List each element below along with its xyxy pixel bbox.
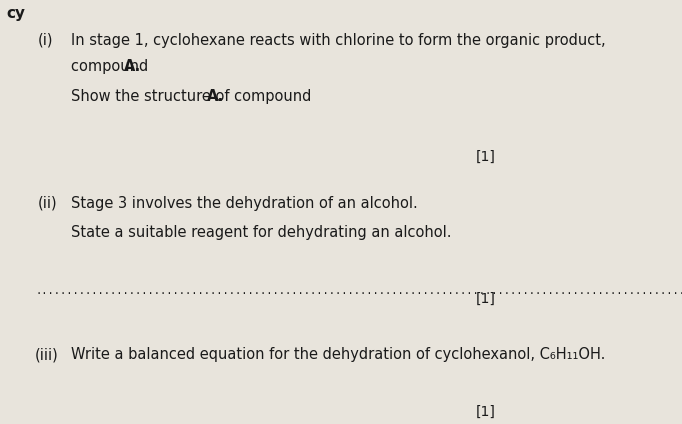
Text: (iii): (iii) (35, 347, 59, 363)
Text: Write a balanced equation for the dehydration of cyclohexanol, C₆H₁₁OH.: Write a balanced equation for the dehydr… (71, 347, 606, 363)
Text: In stage 1, cyclohexane reacts with chlorine to form the organic product,: In stage 1, cyclohexane reacts with chlo… (71, 33, 606, 48)
Text: A.: A. (124, 59, 141, 75)
Text: ................................................................................: ........................................… (35, 285, 682, 296)
Text: (i): (i) (38, 33, 53, 48)
Text: Stage 3 involves the dehydration of an alcohol.: Stage 3 involves the dehydration of an a… (71, 196, 418, 211)
Text: compound: compound (71, 59, 153, 75)
Text: State a suitable reagent for dehydrating an alcohol.: State a suitable reagent for dehydrating… (71, 225, 451, 240)
Text: Show the structure of compound: Show the structure of compound (71, 89, 316, 104)
Text: cy: cy (7, 6, 25, 21)
Text: [1]: [1] (475, 292, 495, 306)
Text: [1]: [1] (475, 404, 495, 418)
Text: A.: A. (207, 89, 224, 104)
Text: (ii): (ii) (38, 196, 57, 211)
Text: [1]: [1] (475, 150, 495, 164)
